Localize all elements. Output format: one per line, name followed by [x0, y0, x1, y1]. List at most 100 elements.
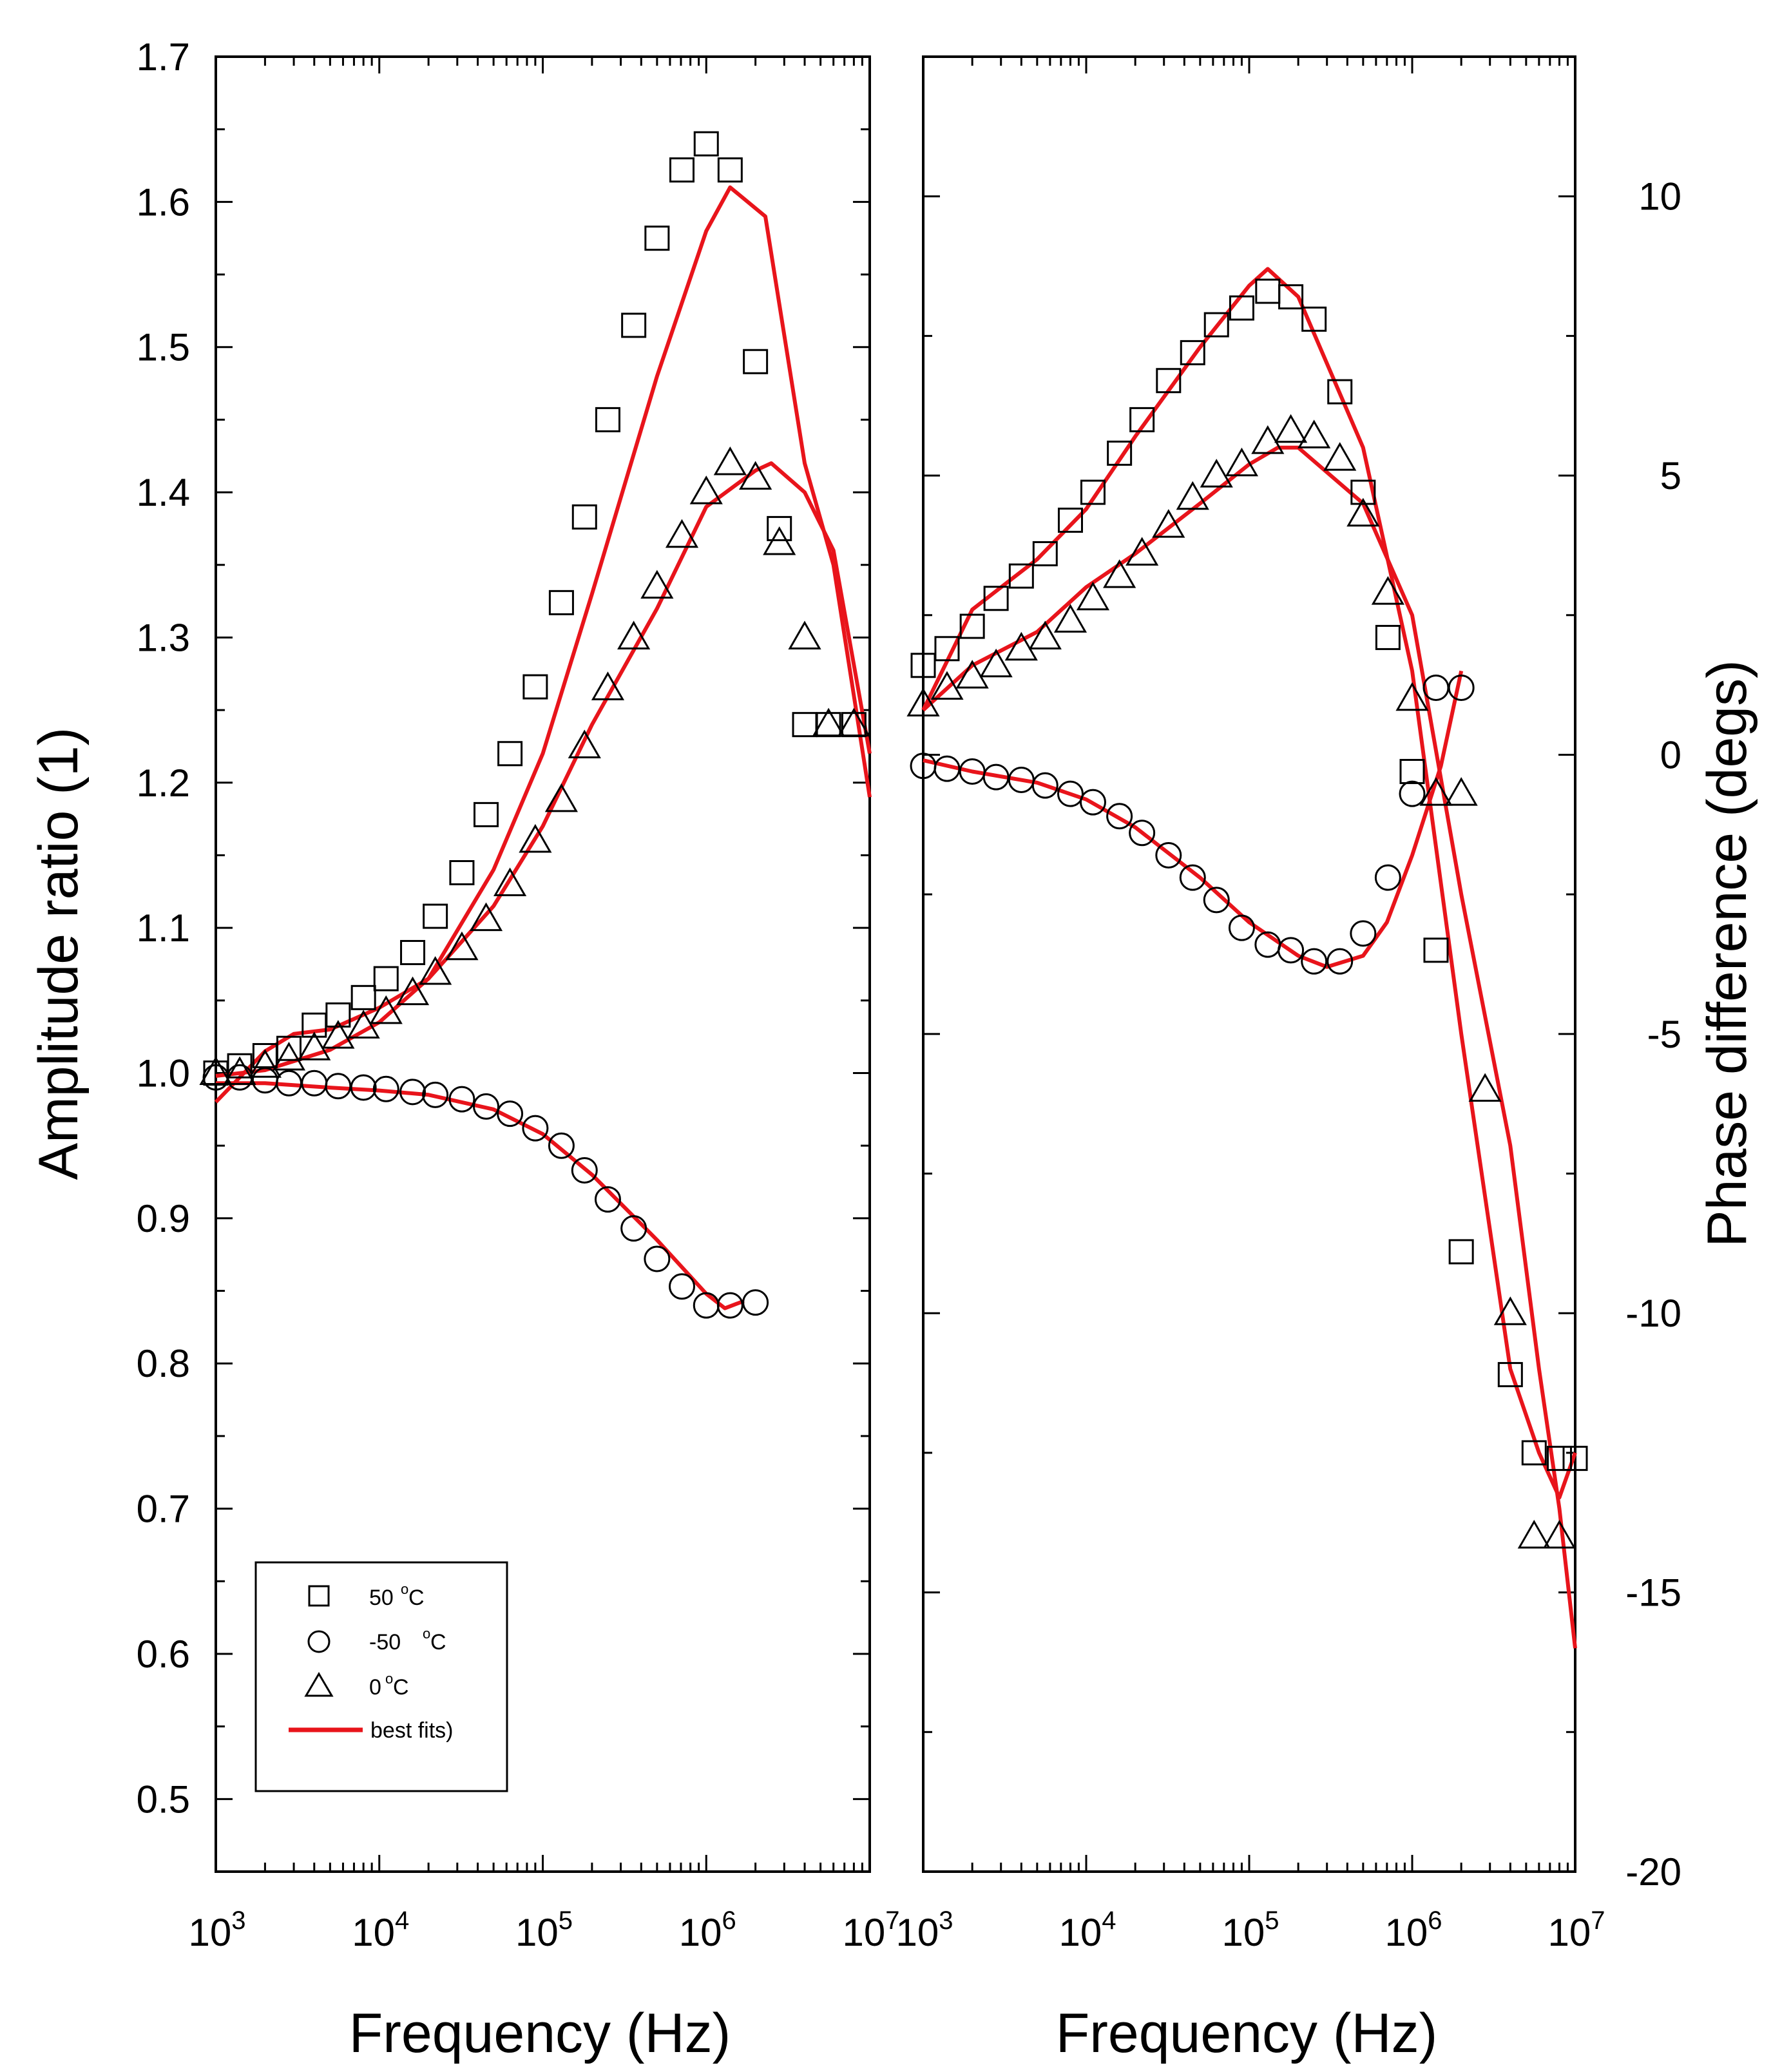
triangle-marker [1152, 509, 1185, 538]
triangle-marker [1419, 777, 1453, 806]
circle-marker [716, 1292, 743, 1319]
square-marker [497, 741, 523, 767]
square-marker [449, 860, 475, 886]
triangle-marker [298, 1031, 331, 1060]
right-y-axis-label: Phase difference (degs) [1696, 660, 1758, 1247]
triangle-marker [1004, 631, 1038, 661]
left-y-axis-label: Amplitude ratio (1) [28, 727, 90, 1180]
legend-label: 0 [369, 1675, 381, 1700]
square-marker [1399, 758, 1425, 784]
square-marker [959, 613, 985, 639]
square-marker [423, 903, 448, 929]
y-tick-label: -10 [1625, 1292, 1681, 1335]
triangle-marker [1298, 419, 1331, 448]
amplitude-panel: 103 104 105 106 107 0.5 0.6 0.7 0.8 0.9 1.0 1.1 1.2 1… [137, 35, 900, 1954]
circle-marker [473, 1093, 500, 1120]
square-marker [717, 157, 743, 183]
fit-line [923, 670, 1464, 969]
circle-marker [1057, 780, 1084, 807]
y-tick-label: 1.6 [137, 180, 190, 224]
triangle-marker [445, 931, 479, 961]
legend-label: -50 [369, 1630, 401, 1655]
square-marker [1107, 440, 1133, 466]
phase-panel: 103 104 105 106 107 -20 -15 -10 -5 0 5 10 [896, 55, 1681, 1954]
legend: 50 o C -50 o C 0 o C best fits) [254, 1561, 508, 1792]
triangle-marker [739, 461, 772, 490]
circle-marker [1278, 937, 1305, 964]
square-marker [474, 801, 499, 827]
triangle-marker [223, 1056, 256, 1086]
triangle-marker [199, 1056, 233, 1086]
plot-frame [922, 55, 1576, 1873]
circle-marker [693, 1292, 720, 1319]
triangle-marker [1371, 576, 1404, 605]
y-tick-label: 1.0 [137, 1052, 190, 1095]
square-marker [1203, 312, 1229, 338]
triangle-marker [955, 660, 989, 689]
triangle-marker [493, 867, 527, 897]
circle-marker [982, 763, 1010, 791]
square-marker [693, 131, 719, 157]
triangle-marker [1103, 559, 1136, 588]
legend-circle-marker [307, 1630, 330, 1653]
triangle-marker [1346, 497, 1380, 527]
y-tick-label: -15 [1625, 1571, 1681, 1615]
y-tick-label: 0.6 [137, 1633, 190, 1676]
circle-marker [422, 1081, 449, 1108]
triangle-marker [1542, 1519, 1576, 1549]
square-marker [1129, 407, 1155, 432]
square-marker [1497, 1362, 1523, 1388]
square-marker [1156, 368, 1182, 394]
square-marker [1375, 624, 1401, 650]
triangle-marker [1125, 537, 1159, 566]
triangle-marker [544, 783, 579, 812]
triangle-marker [640, 570, 674, 599]
x-tick-label: 103 [189, 1906, 246, 1954]
circle-marker [1422, 674, 1450, 701]
square-marker [1008, 563, 1034, 589]
triangle-marker [1517, 1519, 1551, 1549]
square-marker [1255, 278, 1281, 304]
y-tick-label: 1.5 [137, 326, 190, 369]
y-tick-label: 0 [1660, 733, 1681, 776]
triangle-marker [1251, 425, 1285, 454]
x-tick-label: 103 [896, 1906, 953, 1954]
y-tick-label: 0.9 [137, 1197, 190, 1240]
triangle-marker [321, 1020, 355, 1049]
square-marker [910, 653, 936, 678]
triangle-marker [519, 823, 552, 853]
circle-marker [448, 1086, 475, 1113]
circle-marker [1031, 772, 1058, 799]
square-marker [227, 1053, 253, 1079]
triangle-marker [689, 475, 723, 504]
triangle-marker [788, 620, 821, 649]
y-tick-label: -5 [1647, 1013, 1681, 1056]
square-marker [1546, 1446, 1572, 1472]
triangle-marker [1395, 682, 1429, 711]
triangle-marker [837, 707, 871, 737]
square-marker [325, 1002, 351, 1028]
triangle-marker [906, 687, 940, 716]
circle-marker [1203, 887, 1230, 914]
square-marker [276, 1035, 302, 1061]
circle-marker [1301, 948, 1328, 975]
legend-unit: C [430, 1630, 446, 1655]
triangle-marker [347, 1010, 380, 1039]
triangle-marker [617, 620, 651, 649]
triangle-marker [1028, 620, 1062, 649]
circle-marker [350, 1074, 377, 1101]
triangle-marker [1053, 604, 1087, 633]
triangle-marker [665, 519, 699, 548]
y-tick-label: 10 [1638, 175, 1681, 218]
square-marker [548, 590, 574, 615]
legend-label: best fits) [370, 1718, 453, 1743]
square-marker [1327, 379, 1353, 405]
x-tick-label: 107 [843, 1906, 900, 1954]
square-marker [669, 157, 695, 183]
square-marker [1057, 507, 1083, 533]
circle-marker [644, 1245, 671, 1272]
triangle-marker [1176, 481, 1209, 510]
x-tick-label: 106 [679, 1906, 736, 1954]
y-tick-label: 1.3 [137, 616, 190, 659]
fit-line [921, 267, 1577, 1500]
